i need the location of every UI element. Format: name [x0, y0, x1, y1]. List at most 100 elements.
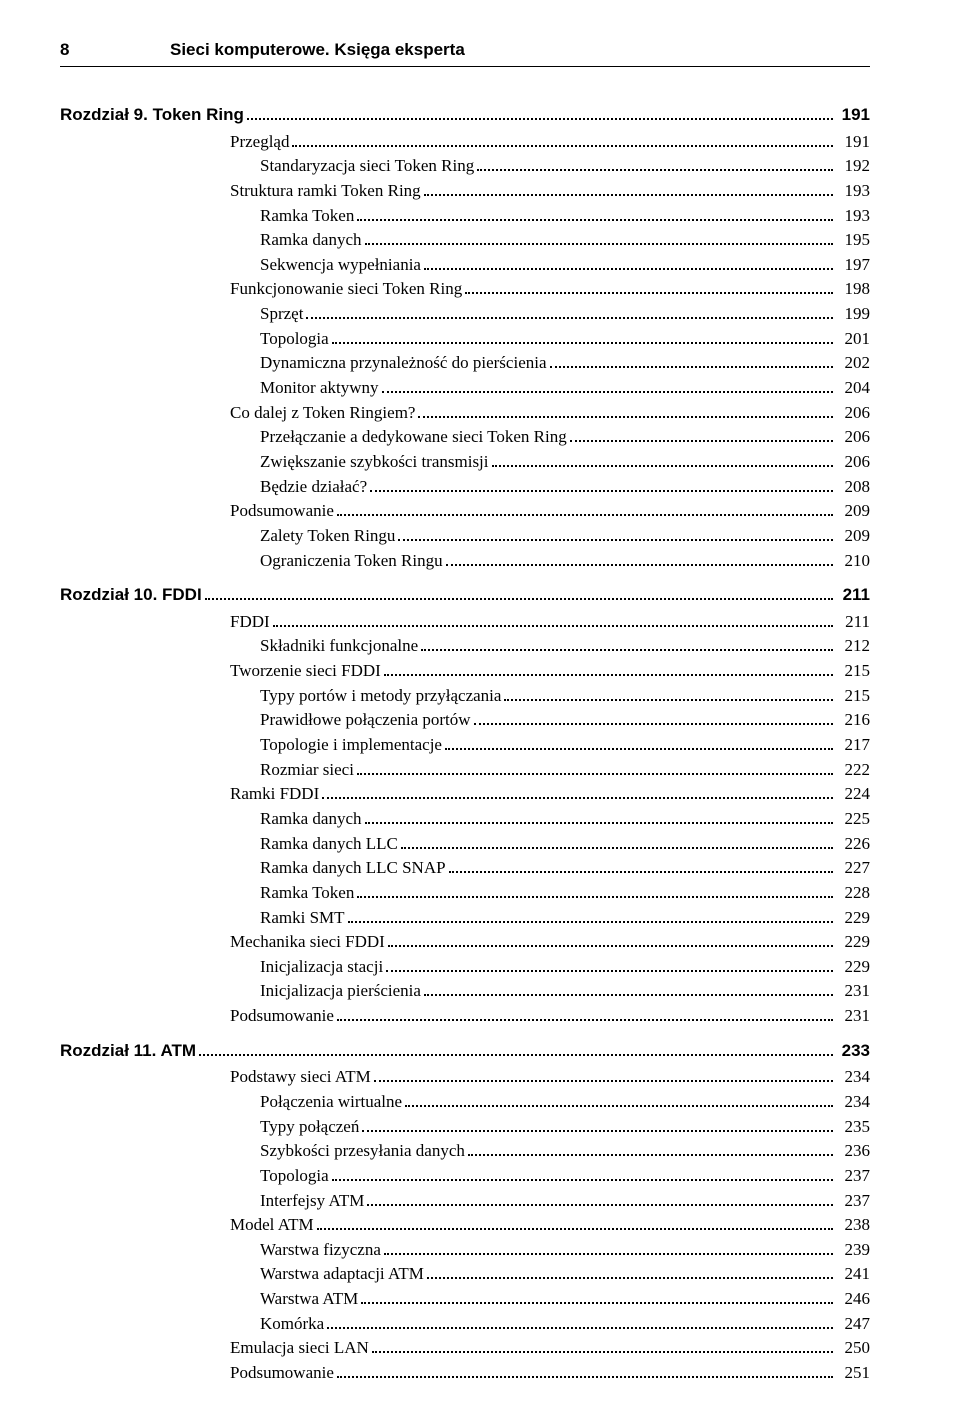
toc-entry: Prawidłowe połączenia portów216 [60, 708, 870, 733]
toc-label: Prawidłowe połączenia portów [260, 708, 471, 733]
toc-page-number: 237 [836, 1164, 870, 1189]
toc-entry: Emulacja sieci LAN250 [60, 1336, 870, 1361]
toc-page-number: 237 [836, 1189, 870, 1214]
toc-leader [365, 813, 834, 824]
toc-page-number: 193 [836, 204, 870, 229]
header-rule [60, 66, 870, 67]
toc-label: Będzie działać? [260, 475, 367, 500]
toc-page-number: 234 [836, 1090, 870, 1115]
toc-page-number: 226 [836, 832, 870, 857]
toc-label: Składniki funkcjonalne [260, 634, 418, 659]
toc-leader [365, 234, 834, 245]
toc-entry: Składniki funkcjonalne212 [60, 634, 870, 659]
toc-label: Emulacja sieci LAN [230, 1336, 369, 1361]
toc-leader [468, 1145, 833, 1156]
toc-leader [317, 1219, 833, 1230]
toc-entry: Ramki SMT 229 [60, 906, 870, 931]
toc-entry: Podsumowanie209 [60, 499, 870, 524]
toc-entry: Ramka Token228 [60, 881, 870, 906]
toc-label: Warstwa ATM [260, 1287, 358, 1312]
toc-entry: Tworzenie sieci FDDI215 [60, 659, 870, 684]
toc-label: Ramka Token [260, 881, 354, 906]
toc-page-number: 195 [836, 228, 870, 253]
toc-entry: Ograniczenia Token Ringu 210 [60, 549, 870, 574]
toc-entry: Komórka247 [60, 1312, 870, 1337]
toc-leader [205, 589, 833, 600]
table-of-contents: Rozdział 9. Token Ring191Przegląd191Stan… [60, 103, 870, 1386]
toc-leader [421, 640, 833, 651]
toc-entry: Warstwa fizyczna239 [60, 1238, 870, 1263]
toc-leader [445, 739, 833, 750]
toc-label: Tworzenie sieci FDDI [230, 659, 381, 684]
toc-leader [370, 480, 833, 491]
toc-leader [504, 689, 833, 700]
toc-entry: Typy połączeń235 [60, 1115, 870, 1140]
toc-label: Typy połączeń [260, 1115, 359, 1140]
toc-entry: Typy portów i metody przyłączania215 [60, 684, 870, 709]
toc-page-number: 241 [836, 1262, 870, 1287]
toc-entry: Funkcjonowanie sieci Token Ring198 [60, 277, 870, 302]
toc-label: Podstawy sieci ATM [230, 1065, 371, 1090]
toc-entry: Zalety Token Ringu209 [60, 524, 870, 549]
toc-page-number: 209 [836, 499, 870, 524]
toc-page-number: 191 [836, 103, 870, 128]
toc-label: Ramki SMT [260, 906, 345, 931]
toc-entry: Ramki FDDI224 [60, 782, 870, 807]
toc-label: Standaryzacja sieci Token Ring [260, 154, 474, 179]
toc-leader [418, 406, 833, 417]
toc-label: Rozdział 11. ATM [60, 1039, 196, 1064]
toc-chapter: Rozdział 9. Token Ring191 [60, 103, 870, 128]
toc-leader [322, 788, 833, 799]
toc-entry: Przegląd191 [60, 130, 870, 155]
toc-page-number: 206 [836, 401, 870, 426]
toc-page-number: 206 [836, 450, 870, 475]
toc-page-number: 210 [836, 549, 870, 574]
toc-page-number: 198 [836, 277, 870, 302]
toc-leader [357, 209, 833, 220]
toc-page-number: 206 [836, 425, 870, 450]
toc-leader [332, 1170, 833, 1181]
toc-page-number: 229 [836, 906, 870, 931]
toc-leader [382, 382, 833, 393]
toc-entry: Sekwencja wypełniania197 [60, 253, 870, 278]
toc-entry: Struktura ramki Token Ring193 [60, 179, 870, 204]
toc-leader [348, 911, 833, 922]
toc-page-number: 201 [836, 327, 870, 352]
toc-entry: Połączenia wirtualne234 [60, 1090, 870, 1115]
book-title: Sieci komputerowe. Księga eksperta [170, 40, 465, 60]
toc-leader [492, 456, 833, 467]
toc-label: Rozmiar sieci [260, 758, 354, 783]
toc-leader [374, 1071, 833, 1082]
toc-page-number: 209 [836, 524, 870, 549]
toc-entry: Topologie i implementacje217 [60, 733, 870, 758]
toc-leader [388, 936, 833, 947]
toc-page-number: 233 [836, 1039, 870, 1064]
toc-leader [273, 615, 833, 626]
toc-label: Ograniczenia Token Ringu [260, 549, 443, 574]
toc-leader [337, 505, 833, 516]
toc-label: Szybkości przesyłania danych [260, 1139, 465, 1164]
toc-page-number: 191 [836, 130, 870, 155]
toc-label: Komórka [260, 1312, 324, 1337]
toc-page-number: 215 [836, 684, 870, 709]
toc-leader [362, 1120, 833, 1131]
toc-page-number: 199 [836, 302, 870, 327]
toc-label: Ramki FDDI [230, 782, 319, 807]
toc-page-number: 239 [836, 1238, 870, 1263]
toc-page-number: 251 [836, 1361, 870, 1386]
toc-page-number: 217 [836, 733, 870, 758]
toc-leader [384, 665, 833, 676]
toc-page-number: 208 [836, 475, 870, 500]
toc-page-number: 225 [836, 807, 870, 832]
toc-label: Ramka danych [260, 807, 362, 832]
toc-page-number: 229 [836, 955, 870, 980]
toc-label: Mechanika sieci FDDI [230, 930, 385, 955]
page: 8 Sieci komputerowe. Księga eksperta Roz… [0, 0, 960, 1426]
toc-label: Sekwencja wypełniania [260, 253, 421, 278]
toc-entry: Podsumowanie251 [60, 1361, 870, 1386]
toc-leader [465, 283, 833, 294]
toc-entry: Zwiększanie szybkości transmisji206 [60, 450, 870, 475]
toc-page-number: 204 [836, 376, 870, 401]
toc-page-number: 211 [836, 583, 870, 608]
toc-entry: Ramka danych LLC SNAP227 [60, 856, 870, 881]
